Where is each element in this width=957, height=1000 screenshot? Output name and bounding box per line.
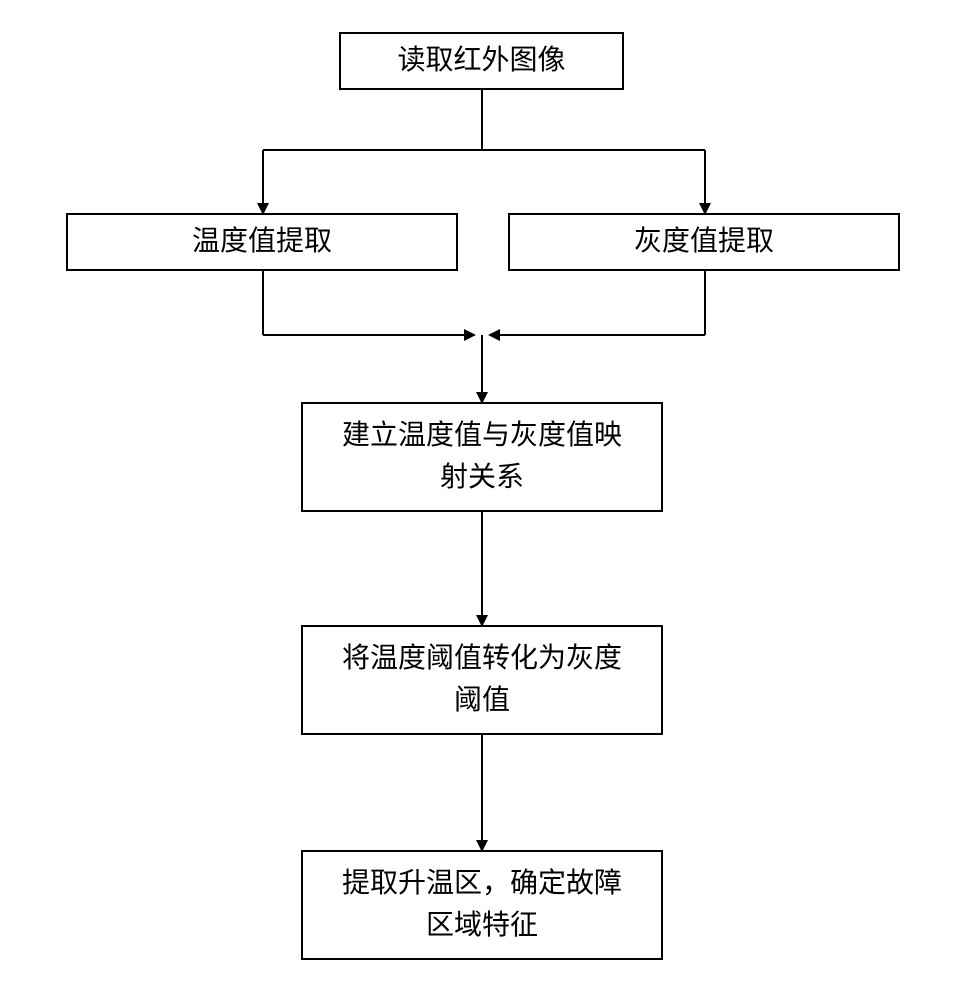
edge-split [263, 90, 705, 213]
flowchart-edges [0, 0, 957, 1000]
edge-merge [263, 271, 705, 402]
